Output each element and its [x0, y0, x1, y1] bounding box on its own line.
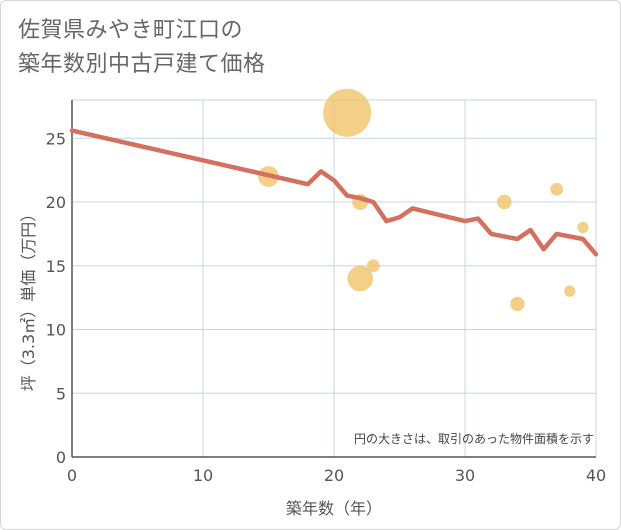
x-tick-label: 20 — [324, 466, 344, 485]
bubble-point — [366, 259, 380, 273]
grid-lines — [72, 99, 597, 457]
y-tick-label: 20 — [46, 193, 66, 212]
bubble-point — [564, 285, 576, 297]
x-tick-label: 10 — [193, 466, 213, 485]
bubble-point — [323, 88, 372, 137]
bubble-point — [550, 182, 564, 196]
x-tick-label: 40 — [586, 466, 606, 485]
size-note: 円の大きさは、取引のあった物件面積を示す — [354, 431, 594, 446]
trend-line-series — [69, 128, 599, 257]
y-tick-label: 15 — [46, 257, 66, 276]
y-tick-label: 10 — [46, 321, 66, 340]
y-tick-label: 0 — [56, 448, 66, 467]
bubble-point — [510, 296, 525, 312]
x-tick-label: 30 — [455, 466, 475, 485]
x-axis-title: 築年数（年） — [286, 499, 382, 518]
bubble-point — [497, 194, 512, 210]
tick-labels: 0 10 20 30 40 0 5 10 15 20 25 — [46, 129, 607, 485]
x-tick-label: 0 — [67, 466, 77, 485]
y-tick-label: 5 — [56, 384, 66, 403]
trend-line — [69, 128, 599, 257]
y-axis-title: 坪（3.3㎡）単価（万円） — [19, 206, 38, 391]
y-tick-label: 25 — [46, 129, 66, 148]
title-line-2: 築年数別中古戸建て価格 — [18, 52, 266, 77]
bubble-point — [347, 265, 374, 292]
title-line-1: 佐賀県みやき町江口の — [18, 18, 244, 43]
bubble-point — [577, 221, 589, 234]
chart-title: 佐賀県みやき町江口の 築年数別中古戸建て価格 — [18, 14, 266, 82]
axes — [71, 100, 596, 458]
bubble-series — [258, 88, 589, 312]
